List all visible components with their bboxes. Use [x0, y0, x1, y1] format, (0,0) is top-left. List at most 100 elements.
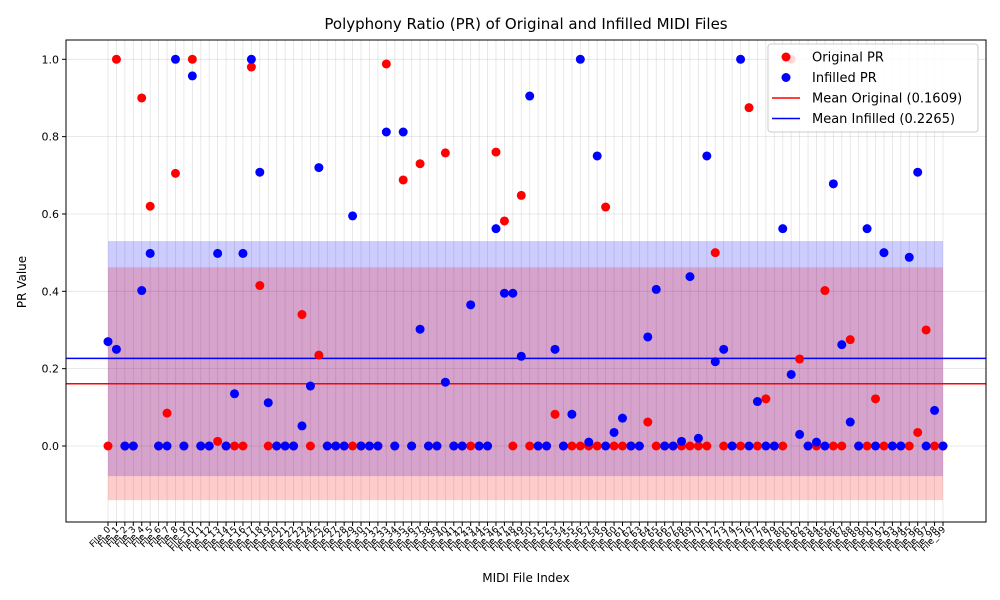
original-pr-point	[795, 354, 805, 364]
infilled-pr-point	[719, 344, 729, 354]
original-pr-point	[525, 441, 535, 451]
infilled-pr-point	[761, 441, 771, 451]
original-pr-point	[111, 54, 121, 64]
infilled-pr-point	[179, 441, 189, 451]
original-pr-point	[499, 216, 509, 226]
y-axis-label: PR Value	[15, 256, 29, 308]
infilled-pr-point	[204, 441, 214, 451]
infilled-pr-point	[727, 441, 737, 451]
infilled-pr-point	[103, 337, 113, 347]
infilled-pr-point	[170, 54, 180, 64]
original-pr-point	[255, 281, 265, 291]
original-pr-point	[567, 441, 577, 451]
infilled-pr-point	[272, 441, 282, 451]
range-bands	[108, 241, 943, 501]
infilled-pr-point	[255, 167, 265, 177]
infilled-pr-point	[390, 441, 400, 451]
original-pr-point	[913, 427, 923, 437]
infilled-pr-point	[280, 441, 290, 451]
infilled-pr-point	[221, 441, 231, 451]
infilled-pr-point	[398, 127, 408, 137]
infilled-pr-point	[575, 54, 585, 64]
infilled-pr-point	[111, 344, 121, 354]
infilled-pr-point	[736, 54, 746, 64]
infilled-pr-point	[550, 344, 560, 354]
original-pr-point	[246, 62, 256, 72]
original-pr-point	[617, 441, 627, 451]
infilled-pr-point	[415, 324, 425, 334]
infilled-pr-point	[289, 441, 299, 451]
infilled-pr-point	[466, 300, 476, 310]
infilled-pr-point	[643, 332, 653, 342]
original-pr-point	[904, 441, 914, 451]
x-axis-label: MIDI File Index	[482, 571, 569, 585]
original-pr-point	[752, 441, 762, 451]
infilled-pr-point	[474, 441, 484, 451]
infilled-pr-point	[533, 441, 543, 451]
legend-original-label: Original PR	[812, 51, 884, 66]
original-pr-point	[381, 59, 391, 69]
original-pr-point	[871, 394, 881, 404]
original-pr-point	[609, 441, 619, 451]
original-pr-point	[744, 103, 754, 113]
infilled-pr-point	[440, 377, 450, 387]
original-pr-point	[348, 441, 358, 451]
infilled-pr-point	[778, 224, 788, 234]
original-pr-point	[550, 409, 560, 419]
infilled-pr-point	[297, 421, 307, 431]
original-pr-point	[601, 202, 611, 212]
infilled-pr-point	[786, 369, 796, 379]
legend-mean-original-label: Mean Original (0.1609)	[812, 92, 962, 107]
original-pr-point	[491, 147, 501, 157]
infilled-pr-point	[913, 167, 923, 177]
original-pr-point	[238, 441, 248, 451]
original-pr-point	[643, 417, 653, 427]
infilled-pr-point	[634, 441, 644, 451]
original-pr-point	[230, 441, 240, 451]
infilled-pr-point	[660, 441, 670, 451]
infilled-pr-point	[322, 441, 332, 451]
original-pr-point	[103, 441, 113, 451]
infilled-pr-point	[483, 441, 493, 451]
infilled-pr-point	[811, 437, 821, 447]
infilled-pr-point	[525, 91, 535, 101]
original-pr-point	[137, 93, 147, 103]
legend-box	[767, 43, 979, 133]
infilled-pr-point	[837, 340, 847, 350]
infilled-pr-point	[508, 288, 518, 298]
y-tick-label: 0.0	[42, 440, 60, 453]
infilled-pr-point	[457, 441, 467, 451]
original-pr-point	[778, 441, 788, 451]
x-axis: File_0File_1File_2File_3File_4File_5File…	[88, 522, 948, 554]
original-pr-point	[466, 441, 476, 451]
infilled-pr-point	[601, 441, 611, 451]
chart-title: Polyphony Ratio (PR) of Original and Inf…	[324, 15, 727, 33]
original-pr-point	[828, 441, 838, 451]
infilled-pr-point	[432, 441, 442, 451]
original-pr-point	[187, 54, 197, 64]
infilled-pr-point	[339, 441, 349, 451]
original-pr-point	[837, 441, 847, 451]
infilled-pr-point	[364, 441, 374, 451]
original-pr-point	[162, 408, 172, 418]
infilled-pr-point	[693, 433, 703, 443]
infilled-pr-point	[744, 441, 754, 451]
infilled-pr-point	[162, 441, 172, 451]
infilled-pr-point	[609, 427, 619, 437]
infilled-pr-point	[862, 224, 872, 234]
infilled-pr-point	[424, 441, 434, 451]
original-pr-point	[930, 441, 940, 451]
original-pr-point	[263, 441, 273, 451]
original-pr-point	[693, 441, 703, 451]
infilled-pr-point	[238, 248, 248, 258]
infilled-pr-point	[187, 71, 197, 81]
y-tick-label: 1.0	[42, 53, 60, 66]
infilled-pr-point	[213, 248, 223, 258]
infilled-pr-point	[246, 54, 256, 64]
infilled-pr-point	[381, 127, 391, 137]
infilled-pr-point	[651, 284, 661, 294]
infilled-pr-point	[854, 441, 864, 451]
mean-lines	[66, 357, 986, 385]
original-pr-point	[702, 441, 712, 451]
infilled-pr-point	[196, 441, 206, 451]
